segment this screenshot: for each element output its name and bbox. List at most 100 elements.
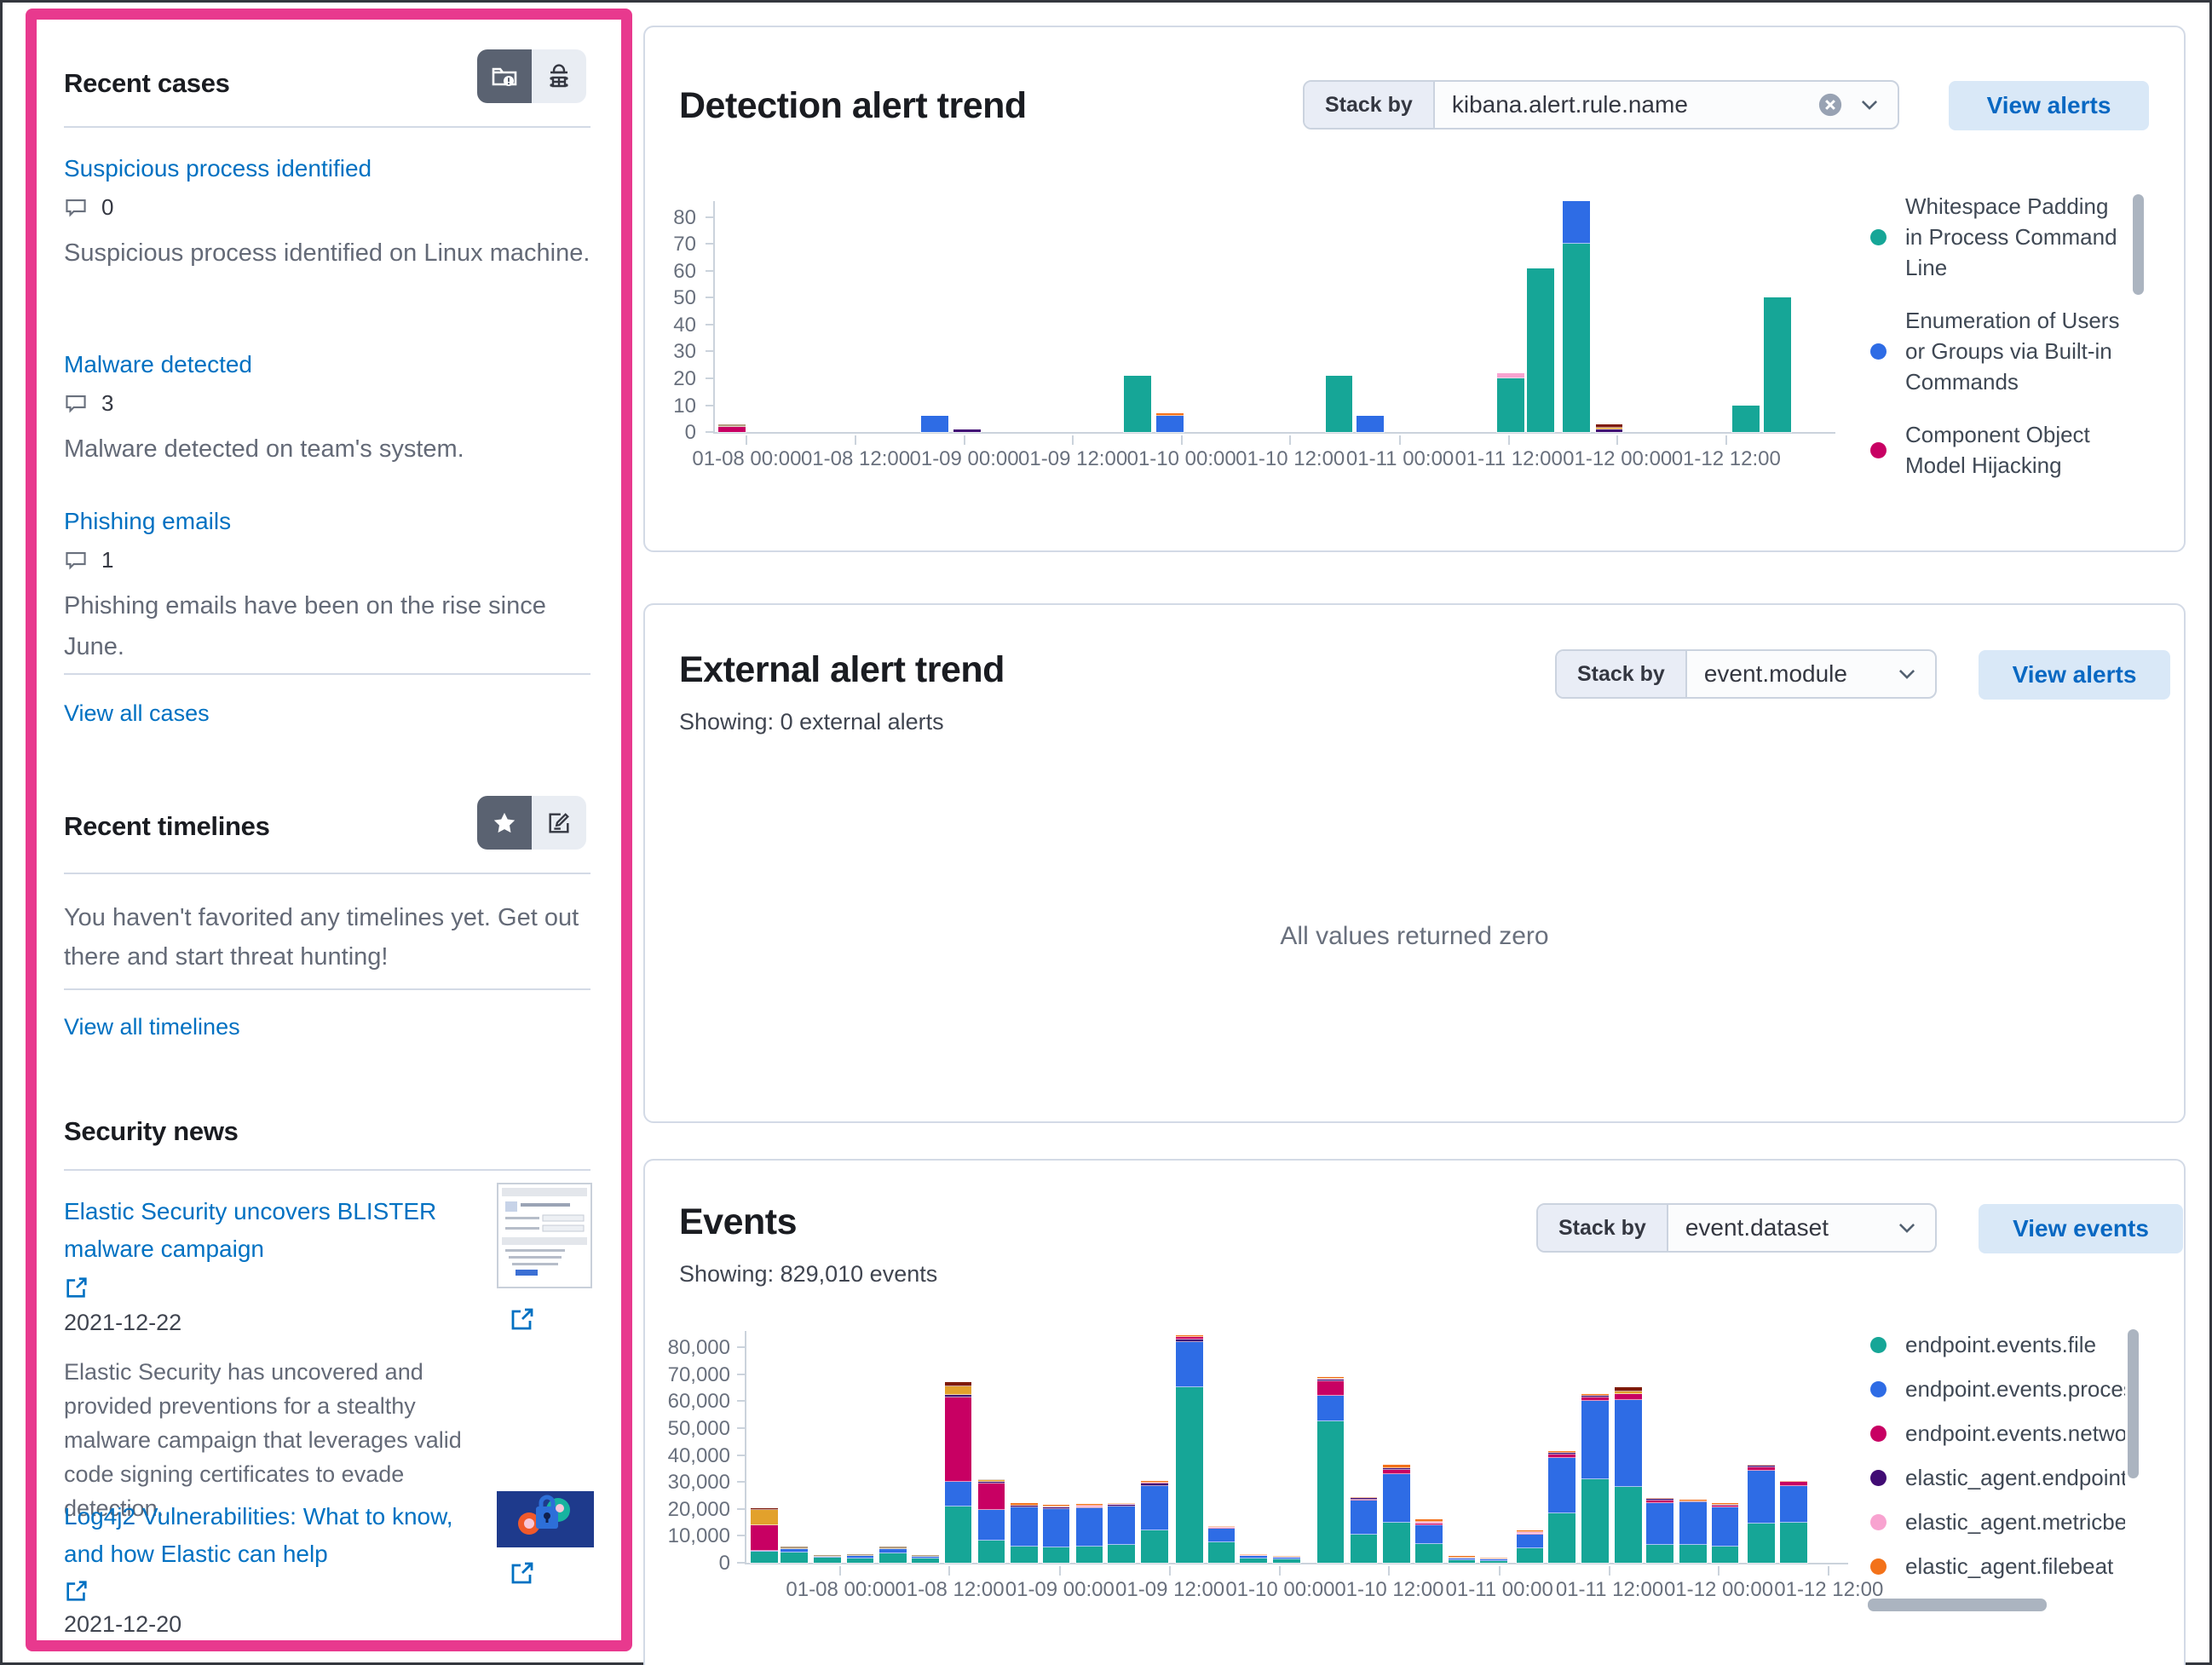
x-tick-mark — [1180, 435, 1183, 445]
bar[interactable] — [1108, 1502, 1135, 1563]
bar[interactable] — [1207, 1526, 1236, 1563]
x-tick-label: 01-11 00:00 — [1445, 1578, 1553, 1601]
bar[interactable] — [1748, 1464, 1775, 1563]
legend-item[interactable]: Component Object Model Hijacking — [1870, 419, 2164, 481]
bar[interactable] — [846, 1554, 874, 1563]
news-link[interactable]: Elastic Security uncovers BLISTER malwar… — [64, 1198, 437, 1262]
news-thumbnail[interactable] — [497, 1491, 594, 1547]
bar[interactable] — [1140, 1480, 1168, 1563]
news-link[interactable]: Log4j2 Vulnerabilities: What to know, an… — [64, 1503, 453, 1567]
bar[interactable] — [1156, 412, 1184, 432]
bar-segment — [1595, 427, 1623, 429]
bar-segment — [1496, 372, 1524, 378]
bar-segment — [1679, 1501, 1707, 1546]
bar[interactable] — [1480, 1557, 1507, 1563]
external-link-icon[interactable] — [509, 1305, 536, 1337]
case-link[interactable]: Malware detected — [64, 351, 253, 377]
legend-item[interactable]: elastic_agent.metricbeat — [1870, 1507, 2164, 1537]
plot-area[interactable] — [706, 201, 1835, 434]
bar-segment — [944, 1386, 972, 1396]
legend-dot — [1870, 228, 1887, 245]
bar[interactable] — [1581, 1394, 1609, 1563]
my-recently-reported-cases-button[interactable] — [532, 49, 586, 103]
x-tick-mark — [855, 435, 856, 445]
dialog-screenshot-thumbnail — [502, 1188, 587, 1276]
x-tick-mark — [1169, 1566, 1172, 1576]
bar[interactable] — [1679, 1500, 1707, 1563]
stack-by-select[interactable]: Stack by kibana.alert.rule.name — [1303, 80, 1899, 130]
bar[interactable] — [1176, 1334, 1203, 1563]
bar[interactable] — [911, 1554, 939, 1563]
bar[interactable] — [1614, 1387, 1642, 1563]
bar[interactable] — [1732, 405, 1760, 432]
bar[interactable] — [1011, 1502, 1038, 1563]
legend-scrollbar[interactable] — [2133, 194, 2144, 295]
bar[interactable] — [920, 416, 948, 432]
legend-item[interactable]: endpoint.events.process — [1870, 1374, 2164, 1404]
legend-item[interactable]: Whitespace Padding in Process Command Li… — [1870, 191, 2164, 283]
bar[interactable] — [1350, 1496, 1378, 1563]
view-events-button[interactable]: View events — [1979, 1204, 2183, 1253]
clear-selection-icon[interactable] — [1817, 92, 1843, 118]
bar[interactable] — [1383, 1464, 1411, 1563]
bar[interactable] — [1273, 1555, 1300, 1563]
bar[interactable] — [717, 423, 746, 432]
legend-vertical-scrollbar[interactable] — [2128, 1329, 2139, 1478]
bar[interactable] — [1646, 1498, 1674, 1563]
bar[interactable] — [1042, 1505, 1070, 1563]
external-link-icon[interactable] — [64, 1275, 89, 1305]
bar[interactable] — [1316, 1376, 1345, 1563]
bar[interactable] — [953, 429, 981, 432]
news-thumbnail[interactable] — [497, 1183, 592, 1288]
bar[interactable] — [781, 1547, 808, 1563]
view-all-timelines-link[interactable]: View all timelines — [64, 1014, 240, 1040]
external-link-icon[interactable] — [64, 1578, 89, 1608]
bar-segment — [1176, 1341, 1203, 1388]
legend-item[interactable]: endpoint.events.file — [1870, 1329, 2164, 1360]
view-alerts-button[interactable]: View alerts — [1979, 650, 2170, 700]
plot-area[interactable] — [737, 1331, 1848, 1564]
bar[interactable] — [1448, 1556, 1476, 1563]
external-link-icon[interactable] — [509, 1559, 536, 1591]
bar[interactable] — [1496, 372, 1524, 432]
bar[interactable] — [944, 1382, 972, 1563]
bar[interactable] — [1414, 1519, 1443, 1563]
favorite-timelines-button[interactable] — [477, 796, 532, 850]
divider — [64, 126, 590, 128]
bar[interactable] — [1123, 375, 1151, 432]
legend-label: elastic_agent.filebeat — [1905, 1553, 2114, 1579]
bar[interactable] — [1075, 1504, 1103, 1563]
bar-segment — [879, 1553, 907, 1563]
legend-item[interactable]: elastic_agent.filebeat — [1870, 1551, 2164, 1581]
view-all-cases-link[interactable]: View all cases — [64, 700, 210, 726]
stack-by-select[interactable]: Stack by event.module — [1555, 649, 1937, 699]
legend-item[interactable]: elastic_agent.endpoint — [1870, 1462, 2164, 1493]
legend-dot — [1870, 1425, 1887, 1442]
bar[interactable] — [1325, 375, 1353, 432]
bar[interactable] — [1563, 201, 1591, 432]
bar[interactable] — [1595, 423, 1623, 432]
bar[interactable] — [1548, 1450, 1575, 1563]
bar[interactable] — [1357, 416, 1385, 432]
bar[interactable] — [879, 1547, 907, 1563]
view-alerts-button[interactable]: View alerts — [1949, 81, 2149, 130]
spy-icon — [550, 63, 568, 87]
case-link[interactable]: Suspicious process identified — [64, 155, 372, 181]
case-link[interactable]: Phishing emails — [64, 508, 232, 534]
recently-created-cases-button[interactable] — [477, 49, 532, 103]
legend-item[interactable]: Enumeration of Users or Groups via Built… — [1870, 305, 2164, 397]
recently-updated-timelines-button[interactable] — [532, 796, 586, 850]
y-tick-label: 20 — [673, 366, 696, 390]
bar[interactable] — [1527, 268, 1555, 432]
bar[interactable] — [977, 1479, 1005, 1563]
bar[interactable] — [751, 1507, 778, 1563]
bar[interactable] — [1516, 1530, 1544, 1563]
bar[interactable] — [1240, 1553, 1267, 1563]
legend-horizontal-scrollbar[interactable] — [1868, 1599, 2047, 1611]
legend-item[interactable]: endpoint.events.network — [1870, 1418, 2164, 1449]
bar[interactable] — [1763, 297, 1791, 432]
stack-by-select[interactable]: Stack by event.dataset — [1536, 1203, 1937, 1253]
bar[interactable] — [813, 1554, 841, 1563]
bar[interactable] — [1711, 1503, 1739, 1563]
bar[interactable] — [1779, 1480, 1807, 1563]
